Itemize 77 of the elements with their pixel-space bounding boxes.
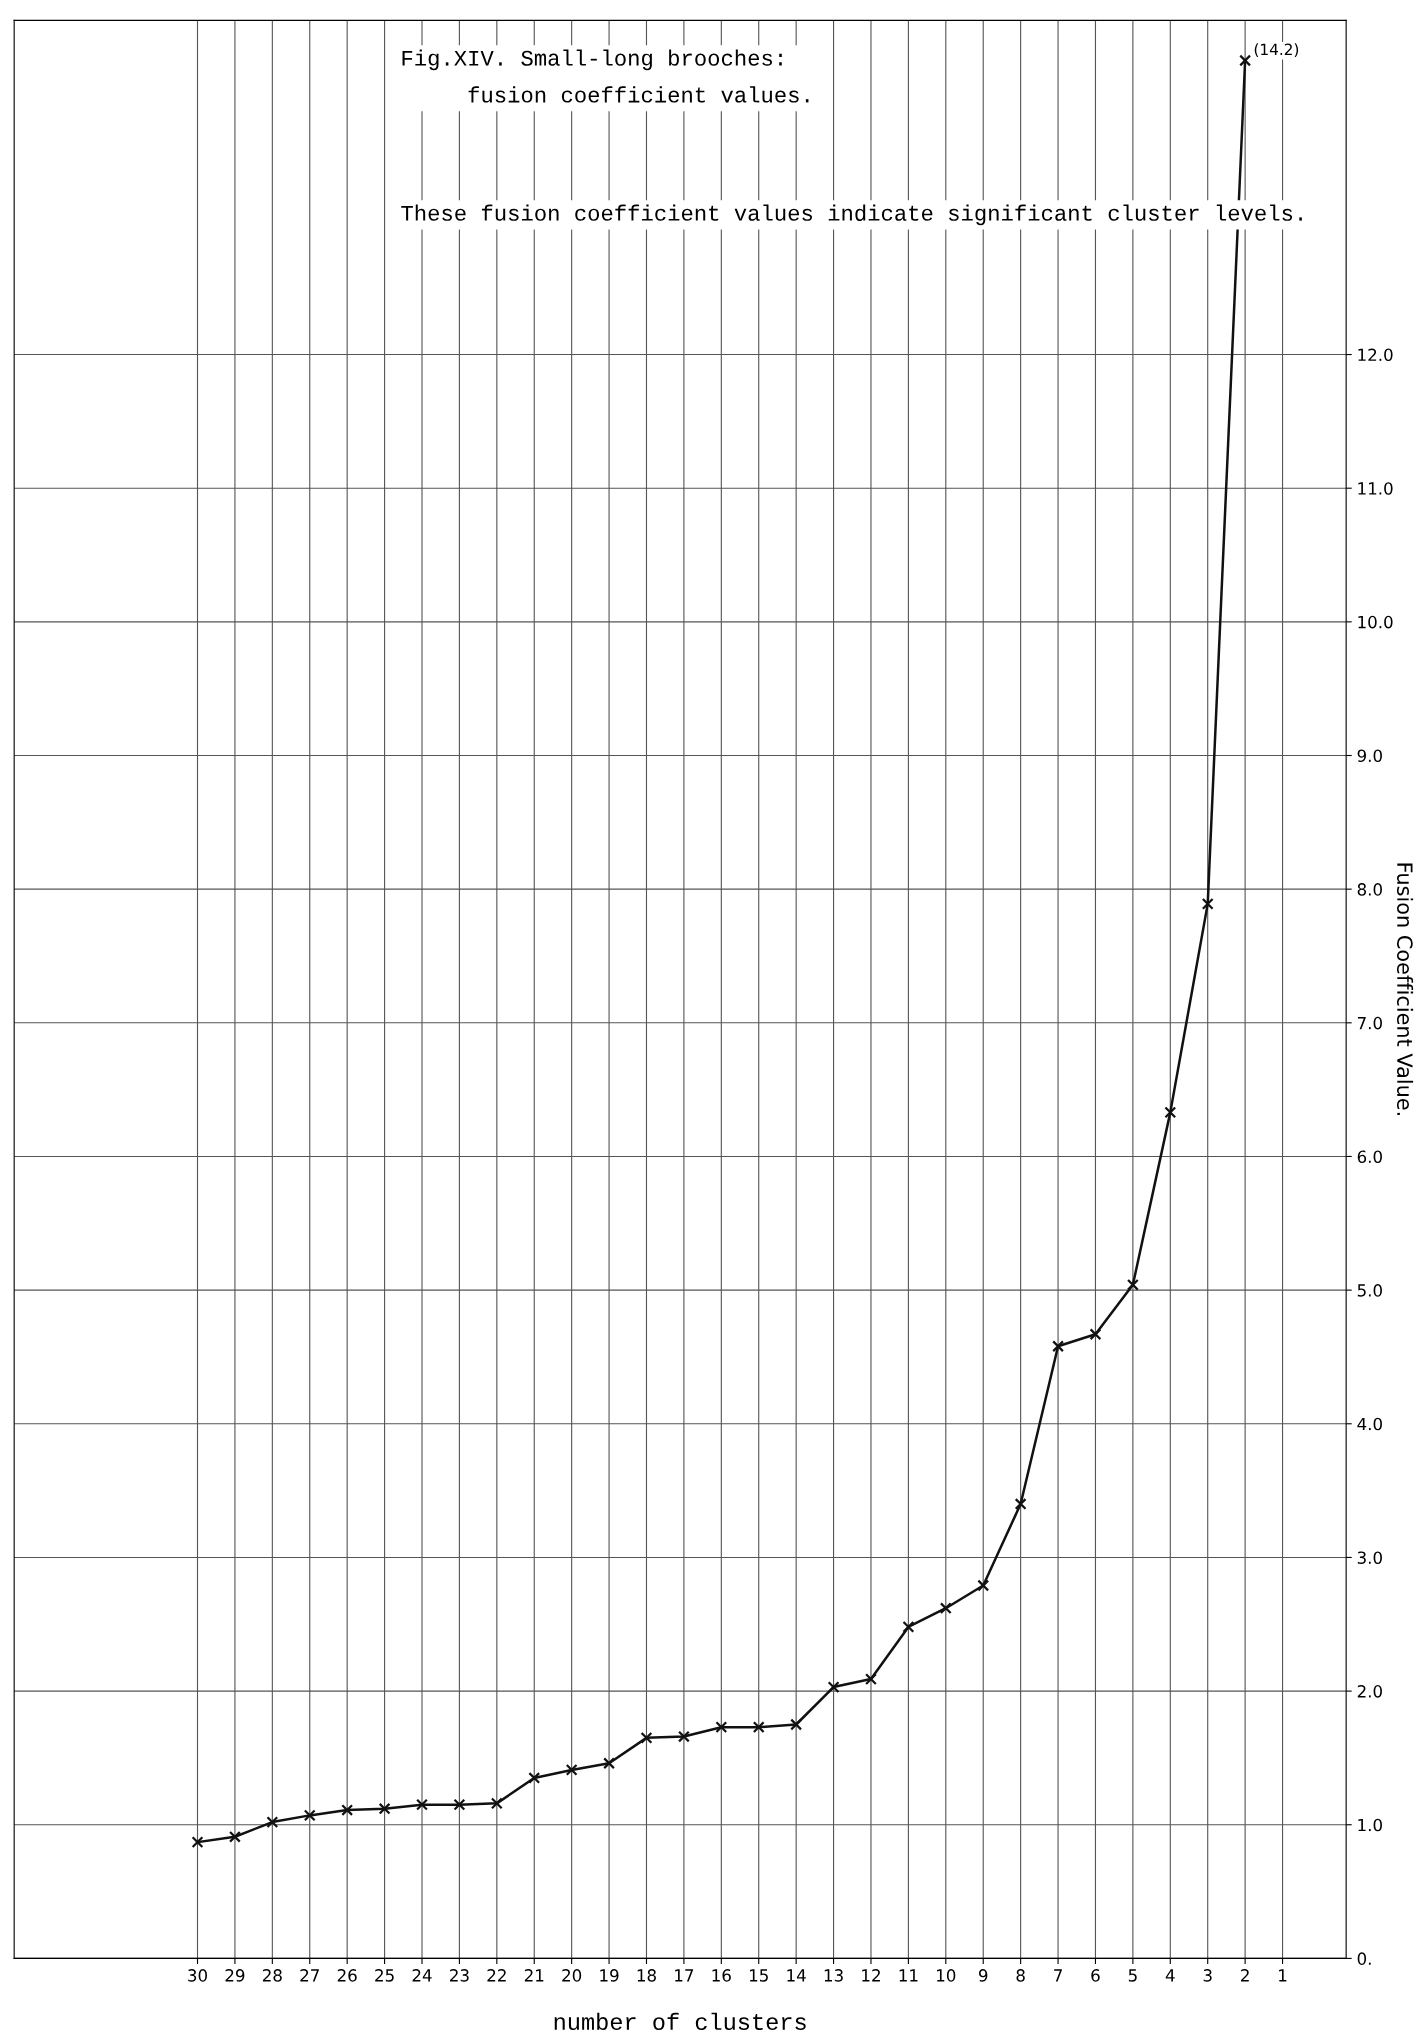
- x-axis-title: number of clusters: [554, 2012, 806, 2031]
- y-tick-label: 4.0: [1357, 1417, 1382, 1431]
- point: [416, 1798, 428, 1811]
- x-tick-label: 12: [862, 1969, 880, 1982]
- x-tick-label: 30: [188, 1969, 207, 1982]
- x-tick-label: 29: [225, 1969, 245, 1982]
- y-tick-label: 6.0: [1357, 1150, 1382, 1164]
- point: [1052, 1340, 1065, 1353]
- point: [266, 1816, 279, 1829]
- x-tick-label: 5: [1128, 1969, 1137, 1982]
- point: [1089, 1328, 1102, 1341]
- point: [528, 1772, 541, 1784]
- x-tick-label: 18: [637, 1969, 656, 1982]
- point: [640, 1731, 653, 1744]
- point: [490, 1797, 503, 1810]
- point: [939, 1602, 952, 1615]
- y-tick-label: 7.0: [1357, 1016, 1382, 1030]
- y-tick-label: 5.0: [1357, 1284, 1382, 1297]
- x-tick-label: 24: [412, 1969, 432, 1982]
- point: [603, 1757, 616, 1770]
- x-tick-label: 13: [824, 1969, 843, 1982]
- y-tick-label: 2.0: [1357, 1685, 1382, 1698]
- point: [565, 1763, 578, 1776]
- x-tick-label: 6: [1091, 1969, 1100, 1982]
- y-axis-title: Fusion Coefficient Value.: [1396, 863, 1414, 1116]
- point: [790, 1718, 803, 1731]
- point: [902, 1620, 915, 1633]
- y-tick-label: 3.0: [1357, 1551, 1382, 1564]
- text: Fig.XIV. Small-long brooches: fusion coefficient values.: [402, 49, 809, 103]
- annotation: (14.2): [1254, 43, 1299, 57]
- x-tick-label: 3: [1203, 1969, 1212, 1982]
- x-tick-label: 22: [487, 1969, 506, 1982]
- x-tick-label: 16: [712, 1969, 731, 1982]
- point: [191, 1836, 204, 1849]
- x-tick-label: 11: [899, 1969, 918, 1982]
- point: [715, 1721, 728, 1734]
- point: [752, 1721, 765, 1734]
- y-tick-label: 12.0: [1358, 348, 1393, 362]
- x-tick-label: 27: [300, 1969, 319, 1982]
- x-tick-label: 25: [375, 1969, 394, 1982]
- y-tick-label: 9.0: [1357, 749, 1382, 763]
- point: [1164, 1106, 1177, 1119]
- x-tick-label: 1: [1279, 1969, 1287, 1982]
- point: [1014, 1498, 1027, 1510]
- x-tick-label: 23: [450, 1969, 469, 1982]
- point: [1201, 897, 1214, 910]
- x-tick-label: 19: [600, 1969, 619, 1982]
- x-tick-label: 17: [675, 1969, 694, 1982]
- x-tick-label: 28: [262, 1969, 282, 1982]
- point: [1239, 54, 1252, 67]
- y-tick-label: 0.: [1357, 1952, 1371, 1965]
- point: [677, 1730, 690, 1743]
- x-tick-label: 14: [787, 1969, 806, 1982]
- y-tick-label: 10.0: [1358, 615, 1393, 629]
- x-tick-label: 7: [1054, 1969, 1062, 1982]
- point: [228, 1830, 241, 1843]
- point: [827, 1681, 840, 1694]
- point: [303, 1809, 316, 1822]
- point: [865, 1673, 877, 1686]
- annotation: These fusion coefficient values indicate significant cluster levels.: [401, 204, 1302, 226]
- x-tick-label: 21: [524, 1969, 544, 1982]
- x-tick-label: 9: [978, 1969, 988, 1982]
- point: [341, 1804, 354, 1817]
- x-tick-label: 2: [1241, 1969, 1249, 1982]
- point: [977, 1579, 990, 1592]
- point: [453, 1798, 466, 1811]
- y-tick-label: 1.0: [1358, 1818, 1382, 1832]
- point: [378, 1802, 391, 1815]
- x-tick-label: 26: [337, 1969, 357, 1982]
- y-tick-label: 8.0: [1357, 883, 1382, 896]
- y-tick-label: 11.0: [1358, 482, 1393, 495]
- x-tick-label: 4: [1165, 1969, 1175, 1982]
- x-tick-label: 10: [937, 1969, 956, 1982]
- point: [1126, 1278, 1139, 1291]
- x-tick-label: 20: [562, 1969, 582, 1982]
- x-tick-label: 8: [1016, 1969, 1025, 1982]
- x-tick-label: 15: [749, 1969, 768, 1982]
